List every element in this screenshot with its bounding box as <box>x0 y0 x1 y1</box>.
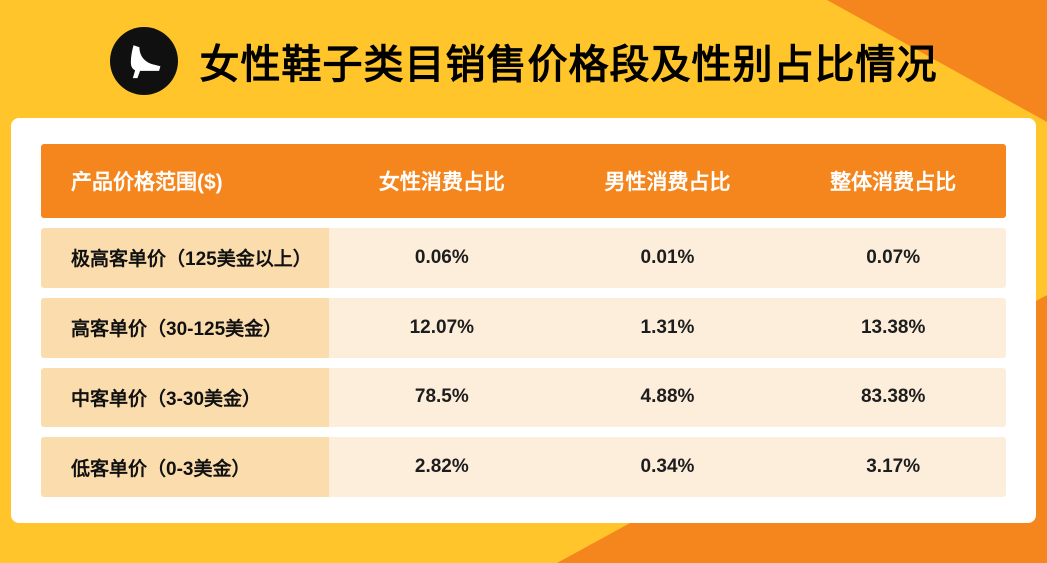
table-card: 产品价格范围($) 女性消费占比 男性消费占比 整体消费占比 极高客单价（125… <box>11 118 1036 523</box>
female-share-value: 0.06% <box>329 228 555 288</box>
title-bar: 女性鞋子类目销售价格段及性别占比情况 <box>0 20 1047 102</box>
table-header-row: 产品价格范围($) 女性消费占比 男性消费占比 整体消费占比 <box>41 144 1006 218</box>
female-share-value: 12.07% <box>329 297 555 358</box>
male-share-value: 4.88% <box>554 367 781 428</box>
male-share-value: 1.31% <box>554 297 781 358</box>
page-title: 女性鞋子类目销售价格段及性别占比情况 <box>199 43 938 87</box>
male-share-value: 0.01% <box>554 228 781 288</box>
female-share-value: 78.5% <box>329 367 555 428</box>
row-label: 低客单价（0-3美金） <box>41 437 329 497</box>
total-share-value: 83.38% <box>780 367 1006 428</box>
total-share-value: 0.07% <box>780 228 1006 288</box>
column-header-male-share: 男性消费占比 <box>604 171 731 194</box>
row-label: 极高客单价（125美金以上） <box>41 228 329 288</box>
total-share-value: 13.38% <box>780 297 1006 358</box>
column-header-female-share: 女性消费占比 <box>378 171 505 194</box>
male-share-value: 0.34% <box>554 437 781 497</box>
female-share-value: 2.82% <box>329 437 555 497</box>
row-label: 高客单价（30-125美金） <box>41 297 329 358</box>
price-gender-table: 产品价格范围($) 女性消费占比 男性消费占比 整体消费占比 极高客单价（125… <box>41 144 1006 497</box>
table-row: 高客单价（30-125美金） 12.07% 1.31% 13.38% <box>41 297 1006 358</box>
high-heel-icon <box>109 27 178 95</box>
row-label: 中客单价（3-30美金） <box>41 367 329 428</box>
column-header-total-share: 整体消费占比 <box>830 171 957 194</box>
column-header-price-range: 产品价格范围($) <box>71 171 223 194</box>
table-row: 极高客单价（125美金以上） 0.06% 0.01% 0.07% <box>41 228 1006 288</box>
table-row: 中客单价（3-30美金） 78.5% 4.88% 83.38% <box>41 367 1006 428</box>
table-row: 低客单价（0-3美金） 2.82% 0.34% 3.17% <box>41 437 1006 497</box>
total-share-value: 3.17% <box>780 437 1006 497</box>
